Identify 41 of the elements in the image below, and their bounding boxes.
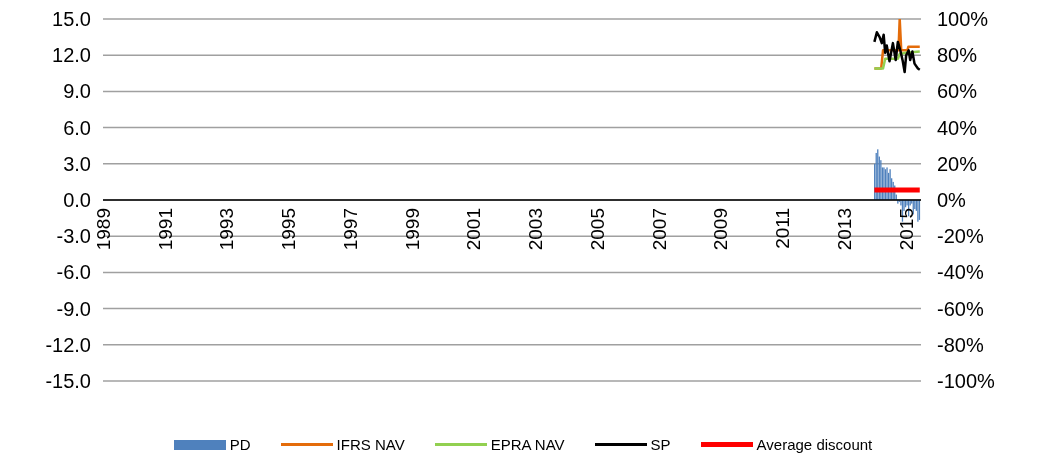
x-tick-label: 2007 bbox=[648, 208, 670, 251]
x-tick-label: 2001 bbox=[463, 208, 485, 251]
y-tick-label: -6.0 bbox=[56, 261, 91, 284]
y-tick-label: 3.0 bbox=[63, 152, 91, 175]
y-tick-label: 6.0 bbox=[63, 116, 91, 139]
y-tick-label: -12.0 bbox=[45, 333, 91, 356]
y2-tick-label: 100% bbox=[937, 8, 989, 30]
y2-tick-label: 0% bbox=[937, 189, 967, 211]
y2-tick-label: -80% bbox=[937, 333, 984, 356]
y-tick-label: 9.0 bbox=[63, 80, 91, 103]
x-tick-label: 1989 bbox=[93, 208, 114, 251]
x-tick-label: 1991 bbox=[154, 208, 176, 251]
y2-tick-label: -20% bbox=[937, 225, 984, 248]
x-tick-label: 2009 bbox=[710, 208, 732, 251]
y-tick-label: 15.0 bbox=[52, 8, 91, 30]
y2-tick-label: -40% bbox=[937, 261, 984, 284]
x-tick-label: 1999 bbox=[401, 208, 423, 251]
y2-tick-label: -100% bbox=[937, 370, 996, 392]
y2-tick-label: -60% bbox=[937, 297, 984, 320]
x-tick-label: 2011 bbox=[772, 208, 794, 249]
y-tick-label: -9.0 bbox=[56, 297, 91, 320]
legend-label: SP bbox=[650, 436, 671, 453]
x-tick-label: 1993 bbox=[216, 208, 238, 251]
x-tick-label: 2003 bbox=[525, 208, 547, 251]
y2-tick-label: 60% bbox=[937, 80, 978, 103]
y2-tick-label: 40% bbox=[937, 116, 978, 139]
legend-label: PD bbox=[229, 436, 251, 453]
x-tick-label: 2005 bbox=[586, 208, 608, 251]
legend-label: Average discount bbox=[756, 436, 873, 453]
legend-label: IFRS NAV bbox=[336, 436, 405, 453]
y2-tick-label: 80% bbox=[937, 44, 978, 67]
y2-tick-label: 20% bbox=[937, 152, 978, 175]
y-tick-label: -15.0 bbox=[45, 370, 91, 392]
x-tick-label: 2013 bbox=[833, 208, 855, 251]
y-tick-label: 12.0 bbox=[52, 44, 91, 67]
y-tick-label: 0.0 bbox=[63, 189, 91, 211]
x-tick-label: 1995 bbox=[278, 208, 300, 251]
y-tick-label: -3.0 bbox=[56, 225, 91, 248]
legend-label: EPRA NAV bbox=[490, 436, 565, 453]
x-tick-label: 1997 bbox=[339, 208, 361, 251]
x-tick-label: 2015 bbox=[895, 208, 917, 251]
